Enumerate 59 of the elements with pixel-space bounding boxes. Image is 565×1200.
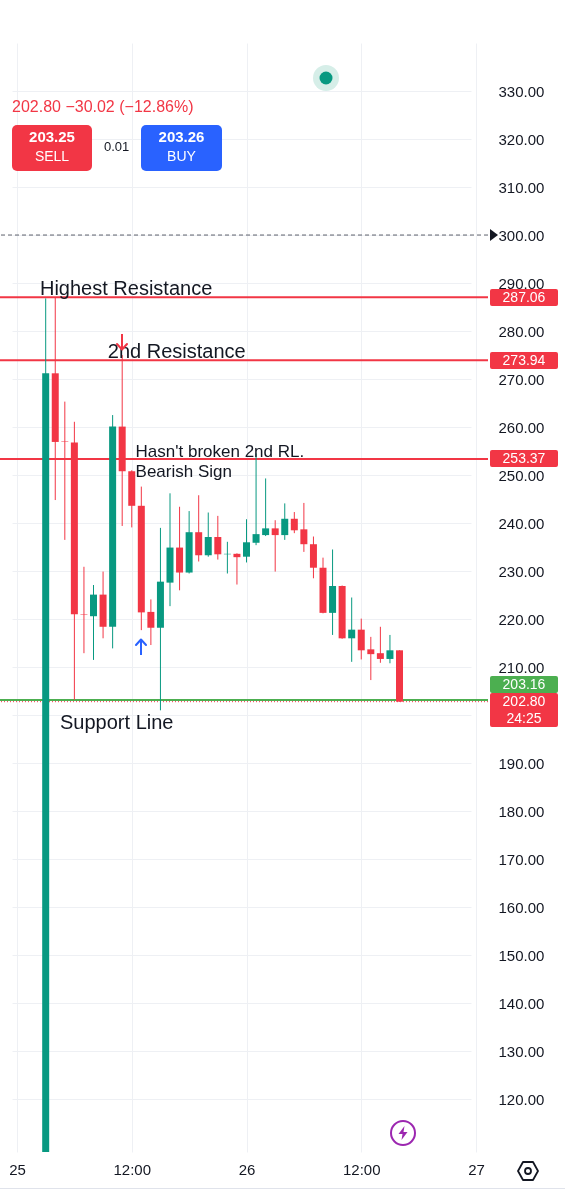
- candlestick: [271, 519, 279, 573]
- x-tick-label: 26: [238, 1160, 256, 1178]
- y-tick-label: 160.00: [498, 898, 545, 916]
- price-tag: 287.06: [490, 288, 558, 306]
- y-tick-label: 130.00: [498, 1042, 545, 1060]
- y-tick-label: 320.00: [498, 130, 545, 148]
- candlestick: [262, 477, 270, 537]
- price-tag: 202.80 24:25: [490, 693, 558, 728]
- x-tick-label: 25: [9, 1160, 26, 1178]
- buy-button: 203.26 BUY: [141, 125, 222, 171]
- y-tick-label: 170.00: [498, 850, 545, 868]
- candlestick: [195, 494, 203, 562]
- y-tick-label: 230.00: [498, 562, 545, 580]
- y-tick-label: 260.00: [498, 418, 545, 436]
- y-tick-label: 330.00: [498, 82, 545, 100]
- candlestick: [309, 536, 317, 579]
- candlestick: [300, 502, 308, 553]
- price-tag: 253.37: [490, 450, 558, 468]
- candlestick: [243, 518, 250, 563]
- annotation: BUY: [166, 147, 197, 166]
- y-tick-label: 240.00: [498, 514, 545, 532]
- y-tick-label: 270.00: [498, 370, 545, 388]
- annotation: Hasn't broken 2nd RL. Bearish Sign: [135, 441, 305, 481]
- annotation: 0.01: [104, 139, 130, 155]
- sell-button: 203.25 SELL: [12, 125, 92, 171]
- annotation: 203.25: [28, 128, 76, 146]
- candlestick: [204, 512, 212, 558]
- candlestick: [80, 566, 88, 654]
- annotation: Highest Resistance: [39, 277, 213, 300]
- y-tick-label: 140.00: [498, 994, 545, 1012]
- y-tick-label: 310.00: [498, 178, 545, 196]
- candlestick: [376, 626, 384, 664]
- candlestick: [90, 584, 97, 661]
- y-tick-label: 280.00: [498, 322, 545, 340]
- y-tick-label: 210.00: [498, 658, 545, 676]
- candlestick: [357, 618, 365, 660]
- candlestick: [348, 597, 356, 663]
- annotation: Support Line: [60, 710, 174, 733]
- y-tick-label: 120.00: [498, 1090, 545, 1108]
- y-tick-label: 300.00: [498, 226, 545, 244]
- candlestick: [367, 636, 375, 681]
- candlestick: [290, 511, 298, 534]
- candlestick: [147, 598, 155, 646]
- y-tick-label: 150.00: [498, 946, 545, 964]
- price-tag: 203.16: [490, 676, 558, 694]
- y-tick-label: 250.00: [498, 466, 545, 484]
- y-tick-label: 190.00: [498, 754, 545, 772]
- annotation: SELL: [33, 147, 71, 166]
- y-tick-label: 220.00: [498, 610, 545, 628]
- annotation: 202.80 −30.02 (−12.86%): [12, 97, 194, 117]
- candlestick: [214, 515, 222, 561]
- x-tick-label: 12:00: [342, 1160, 381, 1178]
- x-tick-label: 12:00: [113, 1160, 152, 1178]
- candlestick: [281, 502, 289, 541]
- candlestick: [386, 634, 394, 664]
- y-tick-label: 180.00: [498, 802, 545, 820]
- ref-line-label: 202.80: [501, 693, 547, 711]
- x-tick-label: 27: [468, 1160, 485, 1178]
- annotation: 203.26: [157, 128, 206, 146]
